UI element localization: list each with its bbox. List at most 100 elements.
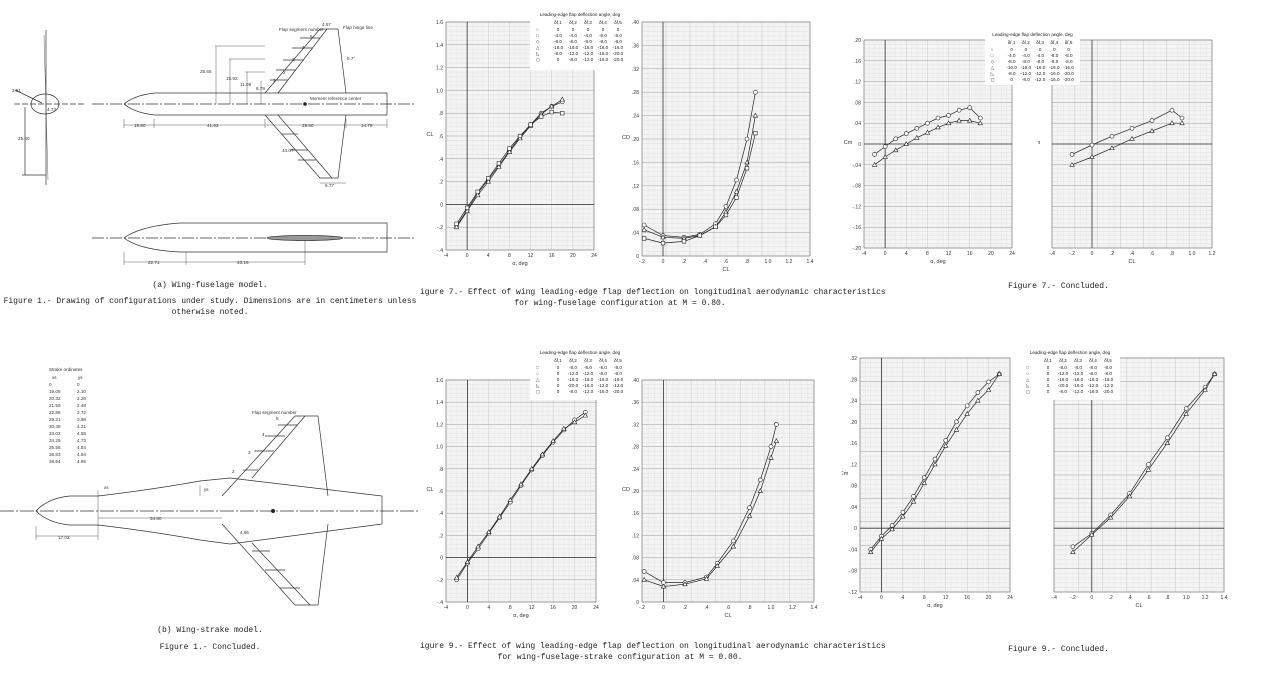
legend-symbol-icon: ◻: [991, 77, 995, 82]
strake-row-y: 4.58: [77, 431, 86, 436]
svg-text:34.80: 34.80: [150, 516, 162, 521]
legend-header: δf,1: [1008, 40, 1016, 45]
x-tick-label: -.2: [1070, 595, 1076, 601]
x-axis-label: α, deg: [513, 613, 528, 619]
y-tick-label: 1.4: [436, 400, 443, 406]
figure-1-caption: Figure 1.- Drawing of configurations und…: [3, 297, 417, 317]
legend-cell: -12.0: [613, 383, 624, 388]
legend-cell: 0: [1025, 47, 1028, 52]
legend-cell: 0: [1047, 365, 1050, 370]
strake-row-x: 22.86: [49, 410, 61, 415]
x-tick-label: 1.4: [1221, 595, 1228, 601]
legend-cell: -12.0: [1035, 77, 1046, 82]
strake-row-y: 2.26: [77, 396, 86, 401]
strake-row-x: 29.21: [49, 417, 61, 422]
y-tick-label: 1.2: [436, 422, 443, 428]
legend-cell: -16.0: [1103, 377, 1114, 382]
legend-symbol-icon: ○: [1026, 371, 1029, 376]
legend-cell: -16.0: [1058, 377, 1069, 382]
y-tick-label: .20: [850, 420, 857, 426]
flap-segment-number-label: Flap segment number: [279, 27, 324, 32]
y-tick-label: .08: [632, 556, 639, 562]
x-tick-label: 4: [901, 595, 904, 601]
legend-cell: 0: [1067, 47, 1070, 52]
legend-cell: 0: [1053, 47, 1056, 52]
x-tick-label: 1.0: [765, 259, 772, 265]
legend-cell: 0: [557, 365, 560, 370]
legend-header: δf,4: [1089, 358, 1097, 363]
svg-text:ys: ys: [204, 487, 209, 492]
y-tick-label: 0: [636, 254, 639, 260]
x-tick-label: -4: [858, 595, 863, 601]
x-tick-label: 8: [509, 605, 512, 611]
figure-7-concluded-legend: Leading-edge flap deflection angle, deg δ…: [985, 30, 1080, 85]
legend-cell: -16.0: [1006, 65, 1017, 70]
x-tick-label: .6: [724, 259, 728, 265]
x-tick-label: 24: [591, 253, 597, 259]
legend-cell: -12.0: [1058, 371, 1069, 376]
legend-cell: -8.0: [1089, 371, 1097, 376]
x-tick-label: 1.4: [807, 259, 814, 265]
legend-cell: -20.0: [613, 51, 624, 56]
y-axis-label: CD: [622, 487, 630, 493]
y-tick-label: 0: [636, 600, 639, 606]
legend-cell: -16.0: [583, 383, 594, 388]
legend-cell: -8.0: [599, 33, 607, 38]
figure-7-caption: igure 7.- Effect of wing leading-edge fl…: [420, 288, 886, 308]
x-tick-label: .8: [1170, 251, 1174, 257]
wing-fuselage-drawing: Flap segment number Flap hinge line Mome…: [12, 22, 416, 265]
svg-text:xs: xs: [104, 485, 109, 490]
y-tick-label: .08: [850, 484, 857, 490]
x-tick-label: 24: [1007, 595, 1013, 601]
figure-7-legend: Leading-edge flap deflection angle, deg δ…: [530, 10, 630, 70]
legend-title: Leading-edge flap deflection angle, deg: [540, 12, 621, 17]
y-tick-label: 1.0: [436, 88, 443, 94]
y-tick-label: -.04: [852, 163, 861, 169]
legend-header: δf,5: [614, 20, 622, 25]
x-tick-label: 16: [964, 595, 970, 601]
legend-cell: 0: [1039, 47, 1042, 52]
svg-text:4: 4: [302, 45, 305, 50]
legend-cell: 0: [557, 27, 560, 32]
x-tick-label: -.2: [639, 605, 645, 611]
strake-row-y: 0: [77, 382, 80, 387]
x-tick-label: .2: [682, 259, 686, 265]
legend-cell: -8.0: [614, 365, 622, 370]
legend-cell: -12.0: [583, 371, 594, 376]
strake-row-y: 2.72: [77, 410, 86, 415]
legend-cell: -20.0: [568, 383, 579, 388]
y-tick-label: .24: [632, 467, 639, 473]
x-tick-label: .8: [1165, 595, 1169, 601]
svg-text:Strake ordinates: Strake ordinates: [49, 367, 83, 372]
x-tick-label: 20: [570, 253, 576, 259]
svg-text:xs: xs: [52, 375, 57, 380]
x-tick-label: 4: [905, 251, 908, 257]
figure-7c-legend-table: Leading-edge flap deflection angle, deg δ…: [985, 30, 1080, 85]
strake-ordinates-table: Strake ordinates xs ys: [49, 367, 83, 380]
figure-1b-drawing: Strake ordinates xs ys 0 0 19.05 2.10 20.32 2…: [0, 350, 420, 670]
legend-cell: -8.0: [584, 39, 592, 44]
y-tick-label: .36: [632, 400, 639, 406]
x-axis-label: CL: [1128, 259, 1135, 265]
legend-cell: -16.0: [1035, 65, 1046, 70]
legend-cell: -12.0: [1088, 383, 1099, 388]
y-tick-label: -.16: [852, 225, 861, 231]
strake-row-y: 4.94: [77, 452, 86, 457]
x-tick-label: -4: [444, 605, 449, 611]
legend-cell: -16.0: [598, 51, 609, 56]
svg-text:3: 3: [248, 450, 251, 455]
legend-cell: -16.0: [583, 45, 594, 50]
legend-symbol-icon: ◺: [536, 383, 540, 388]
figure-7-drag-chart: -.2 0.2.4.6.8 1.0 1.2 1.4 0.04.08.12.16.20.24…: [620, 16, 820, 276]
y-tick-label: .16: [632, 511, 639, 517]
legend-cell: -8.0: [614, 371, 622, 376]
svg-text:2: 2: [283, 70, 286, 75]
x-tick-label: 0: [880, 595, 883, 601]
svg-text:41.62: 41.62: [207, 123, 219, 128]
y-axis-label: Cm: [842, 471, 849, 477]
y-tick-label: .8: [439, 111, 443, 117]
y-tick-label: .04: [854, 121, 861, 127]
y-tick-label: 1.0: [436, 445, 443, 451]
y-tick-label: .32: [632, 422, 639, 428]
legend-cell: -12.0: [598, 383, 609, 388]
